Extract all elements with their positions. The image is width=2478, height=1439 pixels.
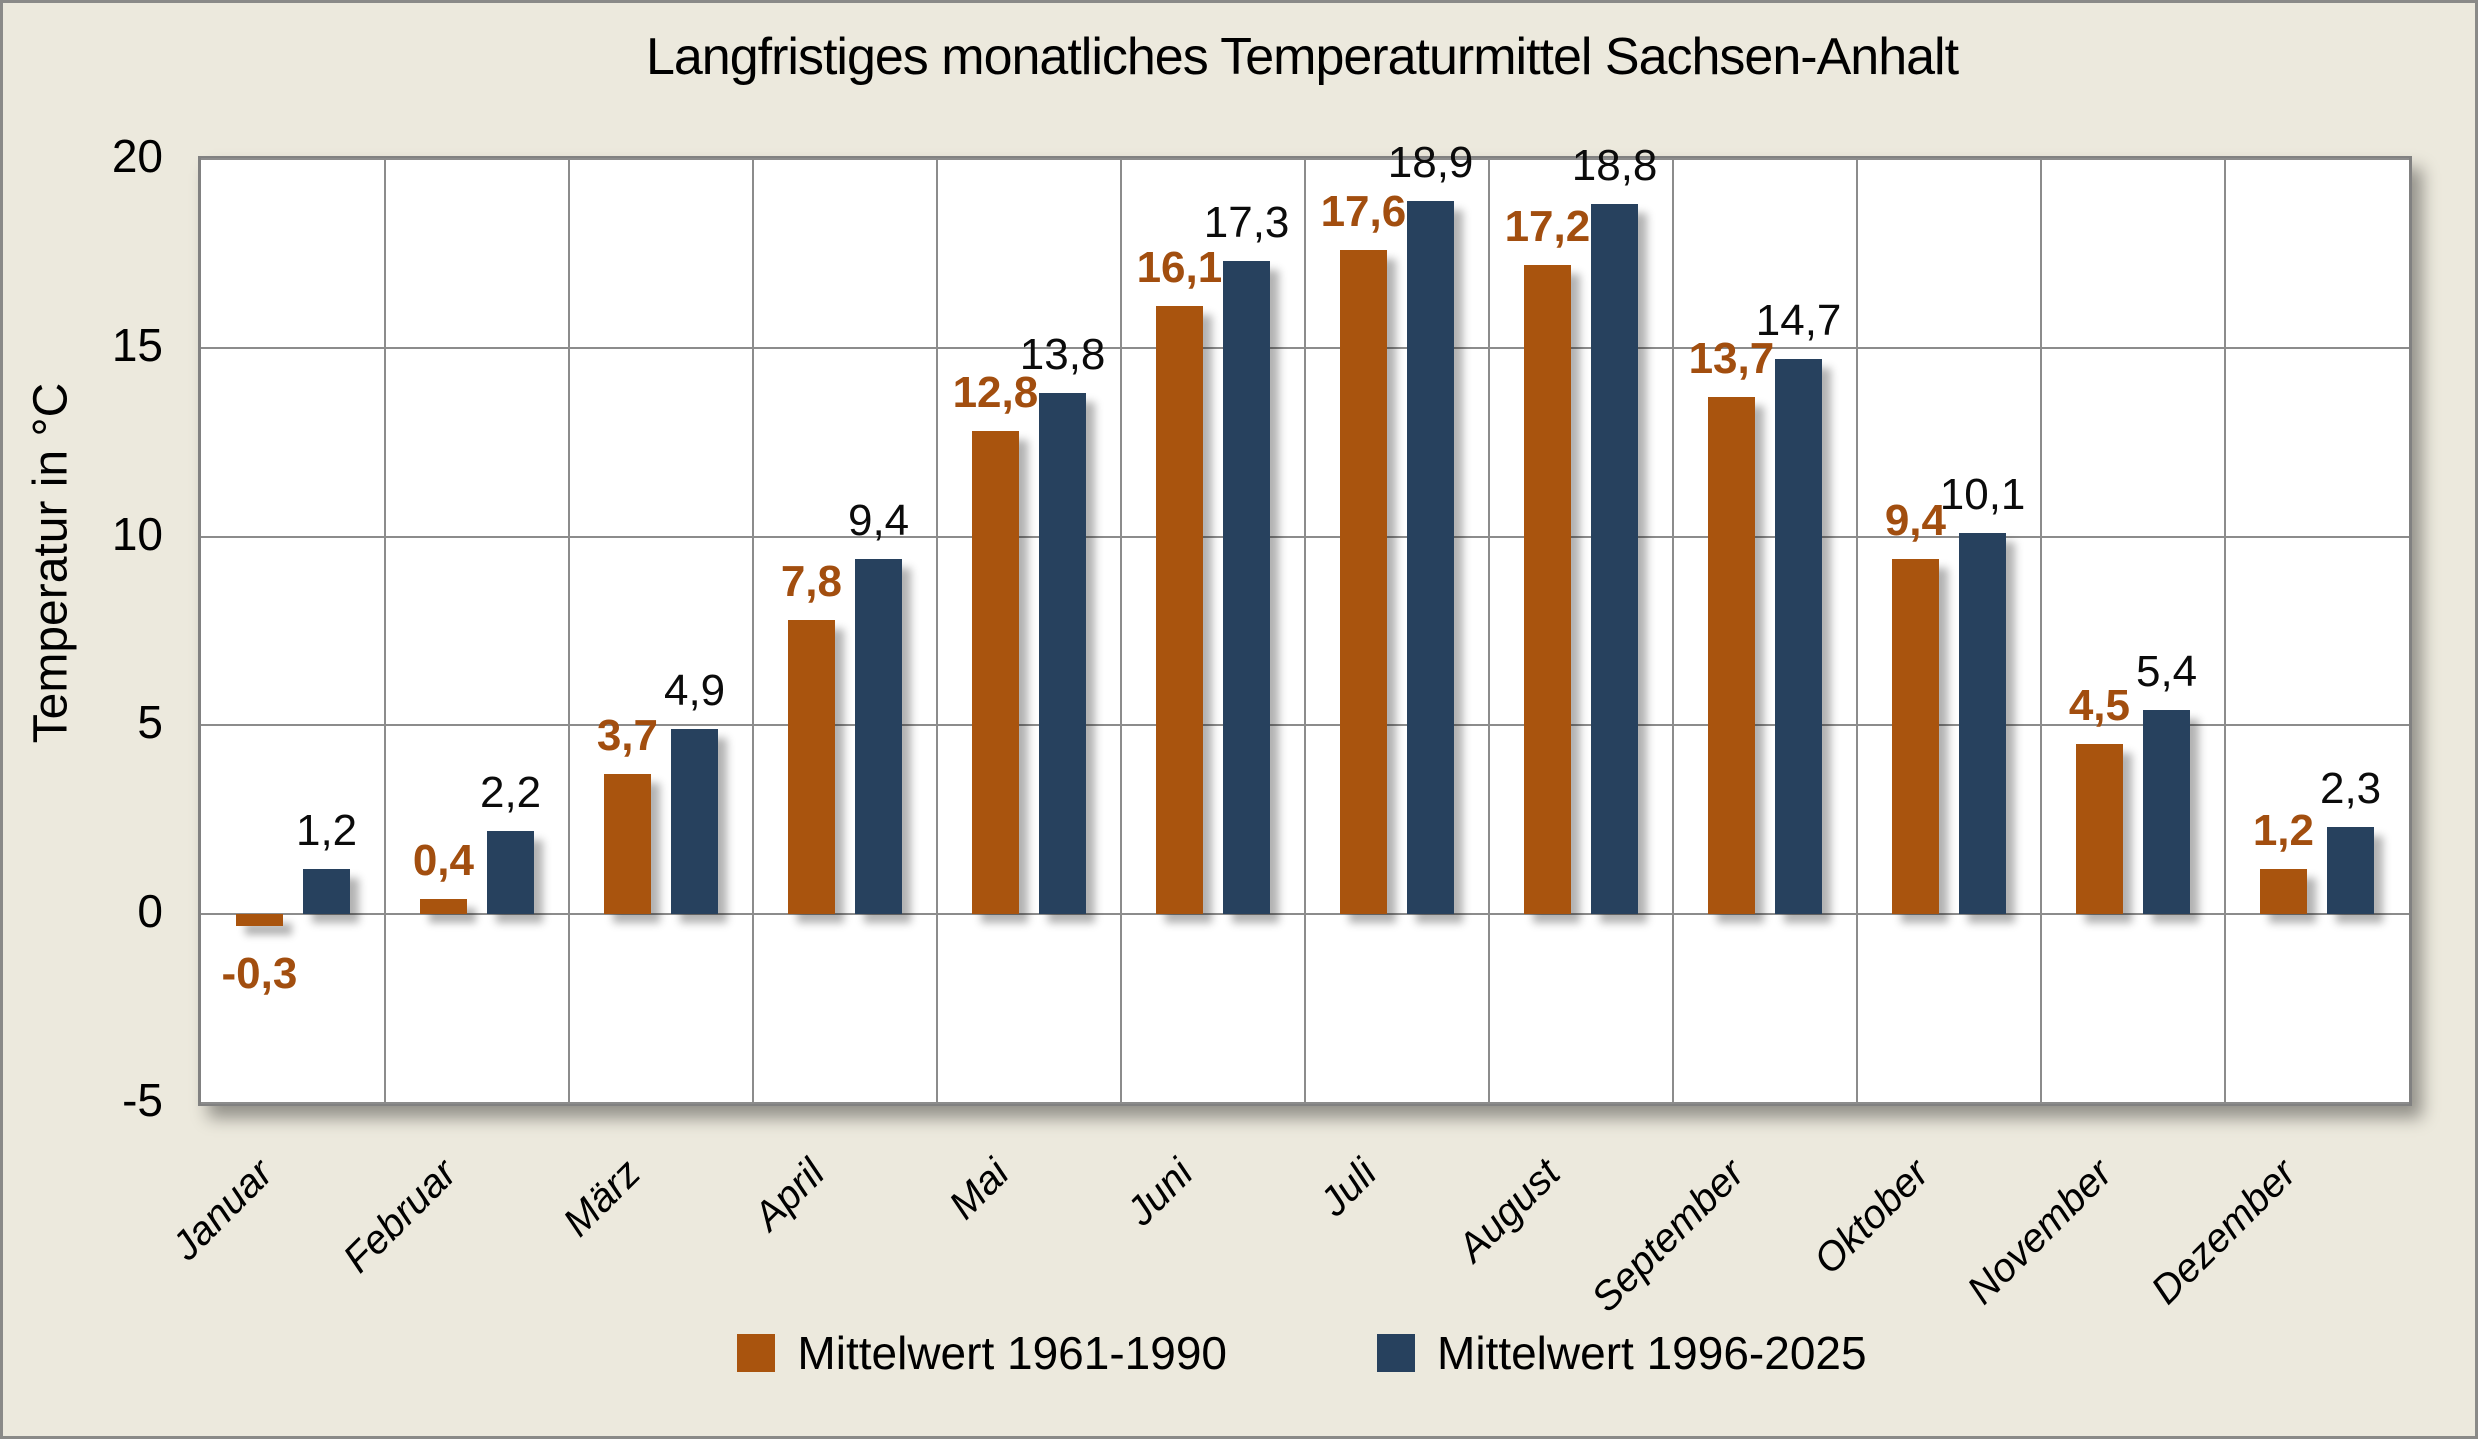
x-axis-label-text: März <box>555 1151 650 1245</box>
bar-mittelwert-1996-2025-februar <box>487 831 535 915</box>
x-axis-label-text: Februar <box>334 1151 466 1282</box>
x-axis-label-text: Mai <box>940 1151 1018 1228</box>
x-axis-label-text: Januar <box>163 1151 282 1269</box>
x-axis-label-text: September <box>1583 1151 1754 1321</box>
x-axis-label-text: April <box>745 1151 834 1239</box>
bar-mittelwert-1996-2025-m-rz <box>671 729 719 915</box>
bar-value-label: 3,7 <box>596 711 658 761</box>
bar-value-label: 2,3 <box>2319 764 2382 814</box>
bar-mittelwert-1996-2025-august <box>1591 204 1639 915</box>
chart-title: Langfristiges monatliches Temperaturmitt… <box>645 28 1959 86</box>
bar-value-label: 16,1 <box>1136 243 1223 293</box>
gridline-vertical <box>1856 159 1858 1103</box>
legend-label-mittelwert-1996-2025: Mittelwert 1996-2025 <box>1437 1327 1867 1379</box>
bar-value-label: 18,8 <box>1571 141 1658 191</box>
gridline-vertical <box>384 159 386 1103</box>
plot-area: -0,3 0,4 3,7 7,8 12,8 16,1 17,6 17,2 13,7 9,4 4,5 1… <box>198 138 2412 1106</box>
bar-mittelwert-1996-2025-mai <box>1039 393 1087 915</box>
x-axis: Januar Februar März April Mai Juni Juli August S… <box>164 1103 2406 1333</box>
bar-value-label: 14,7 <box>1755 296 1842 346</box>
gridline-vertical <box>2040 159 2042 1103</box>
bar-mittelwert-1961-1990-oktober <box>1891 559 1939 915</box>
bar-value-label: 18,9 <box>1387 137 1474 187</box>
legend-label-mittelwert-1961-1990: Mittelwert 1961-1990 <box>797 1327 1227 1379</box>
bar-mittelwert-1961-1990-mai <box>971 430 1019 915</box>
bar-mittelwert-1961-1990-m-rz <box>603 774 651 915</box>
bar-mittelwert-1996-2025-juli <box>1407 200 1455 915</box>
bar-mittelwert-1996-2025-juni <box>1223 260 1271 915</box>
gridline-vertical <box>1304 159 1306 1103</box>
legend-swatch-mittelwert-1961-1990 <box>737 1334 776 1372</box>
bar-value-label: 4,5 <box>2068 681 2130 731</box>
bar-mittelwert-1961-1990-april <box>787 619 835 915</box>
bar-mittelwert-1996-2025-januar <box>303 868 351 915</box>
bar-value-label: 17,2 <box>1504 201 1591 251</box>
gridline-horizontal <box>201 1102 2409 1104</box>
gridline-vertical <box>936 159 938 1103</box>
gridline-vertical <box>568 159 570 1103</box>
bar-value-label: 4,9 <box>663 666 726 716</box>
x-axis-label-text: Juli <box>1311 1151 1386 1225</box>
bar-value-label: 13,7 <box>1688 333 1775 383</box>
legend-item-mittelwert-1996-2025: Mittelwert 1996-2025 <box>1377 1326 1867 1380</box>
bar-mittelwert-1996-2025-november <box>2143 710 2191 915</box>
gridline-vertical <box>1488 159 1490 1103</box>
bar-mittelwert-1961-1990-februar <box>419 899 467 915</box>
gridline-vertical <box>1120 159 1122 1103</box>
bar-value-label: 10,1 <box>1939 469 2026 519</box>
bar-value-label: 7,8 <box>780 556 842 606</box>
bar-value-label: 1,2 <box>295 805 358 855</box>
x-axis-label-text: August <box>1449 1151 1570 1271</box>
bar-mittelwert-1996-2025-dezember <box>2327 827 2375 915</box>
bar-mittelwert-1961-1990-juli <box>1339 249 1387 915</box>
y-tick-label: 10 <box>111 507 163 560</box>
gridline-vertical <box>752 159 754 1103</box>
gridline-vertical <box>1672 159 1674 1103</box>
bar-value-label: 1,2 <box>2252 805 2314 855</box>
bar-value-label: 9,4 <box>1884 496 1946 546</box>
y-tick-label: 15 <box>111 318 163 371</box>
bar-value-label: 0,4 <box>412 836 474 886</box>
bar-mittelwert-1961-1990-september <box>1707 396 1755 915</box>
y-axis-title: Temperatur in °C <box>24 382 78 744</box>
y-tick-label: 0 <box>137 885 163 938</box>
bar-value-label: 2,2 <box>479 768 542 818</box>
bar-mittelwert-1996-2025-september <box>1775 359 1823 915</box>
bar-value-label: 12,8 <box>952 367 1039 417</box>
bar-value-label: 13,8 <box>1019 330 1106 380</box>
bar-mittelwert-1961-1990-dezember <box>2259 868 2307 915</box>
bar-value-label: 17,3 <box>1203 197 1290 247</box>
bar-mittelwert-1996-2025-april <box>855 559 903 915</box>
legend-item-mittelwert-1961-1990: Mittelwert 1961-1990 <box>737 1326 1227 1380</box>
bar-mittelwert-1996-2025-oktober <box>1959 532 2007 915</box>
bar-mittelwert-1961-1990-august <box>1523 264 1571 915</box>
x-axis-label-text: Dezember <box>2143 1151 2306 1313</box>
legend-swatch-mittelwert-1996-2025 <box>1377 1334 1415 1372</box>
bar-value-label: 5,4 <box>2135 647 2198 697</box>
bar-mittelwert-1961-1990-juni <box>1155 306 1203 915</box>
y-tick-label: -5 <box>122 1074 163 1126</box>
bar-value-label: 9,4 <box>847 496 910 546</box>
bar-mittelwert-1961-1990-januar <box>235 914 283 926</box>
bar-value-label: 17,6 <box>1320 186 1407 236</box>
x-axis-label-text: November <box>1959 1151 2122 1313</box>
gridline-vertical <box>2224 159 2226 1103</box>
bar-value-label: -0,3 <box>221 948 298 998</box>
y-tick-label: 20 <box>111 130 163 182</box>
bar-mittelwert-1961-1990-november <box>2075 744 2123 915</box>
x-axis-label-text: Oktober <box>1805 1151 1938 1283</box>
legend: Mittelwert 1961-1990 Mittelwert 1996-2025 <box>198 1321 2406 1385</box>
x-axis-label-text: Juni <box>1118 1151 1202 1235</box>
y-tick-label: 5 <box>137 696 163 749</box>
